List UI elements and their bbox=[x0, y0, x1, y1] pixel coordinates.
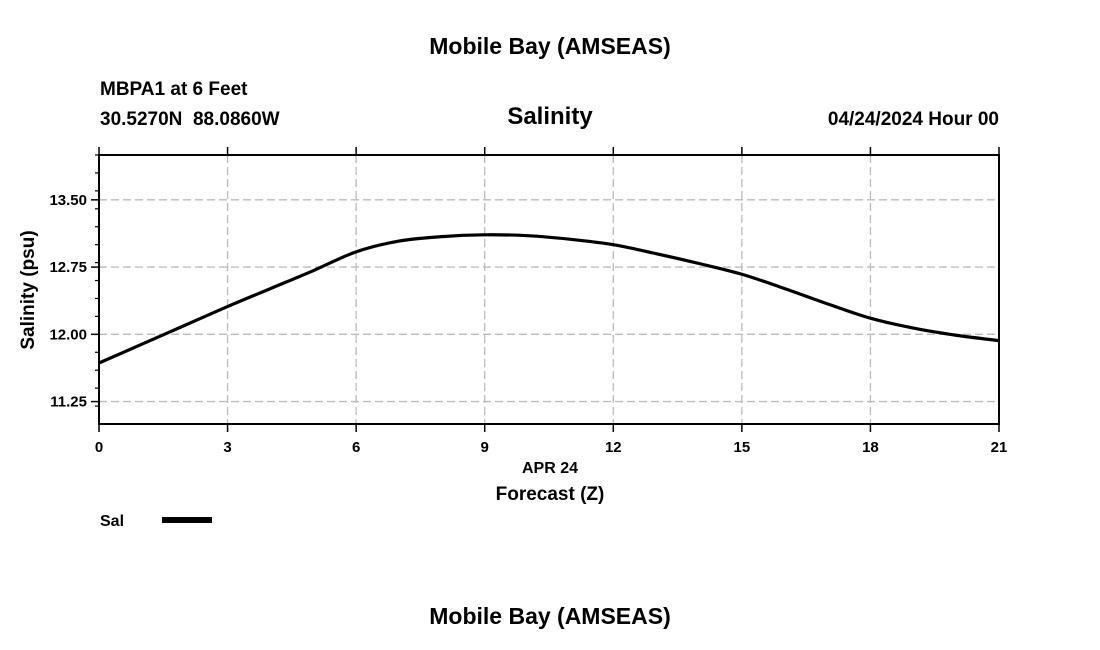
x-date-label: APR 24 bbox=[522, 460, 578, 477]
grid bbox=[99, 155, 999, 424]
x-tick-label: 0 bbox=[95, 439, 103, 456]
chart-subtitle: Salinity bbox=[507, 103, 593, 130]
x-axis-label: Forecast (Z) bbox=[496, 484, 605, 505]
x-tick-label: 21 bbox=[991, 439, 1008, 456]
y-tick-label: 13.50 bbox=[49, 192, 87, 209]
legend-label-sal: Sal bbox=[100, 513, 124, 530]
datetime-label: 04/24/2024 Hour 00 bbox=[828, 109, 999, 130]
x-tick-label: 3 bbox=[223, 439, 231, 456]
x-tick-label: 18 bbox=[862, 439, 879, 456]
coordinates-label: 30.5270N 88.0860W bbox=[100, 109, 280, 130]
y-tick-label: 12.00 bbox=[49, 326, 87, 343]
x-tick-label: 15 bbox=[734, 439, 751, 456]
x-tick-label: 12 bbox=[605, 439, 622, 456]
y-tick-label: 12.75 bbox=[49, 259, 87, 276]
plot-frame bbox=[98, 154, 1000, 425]
series-line-sal bbox=[98, 233, 1000, 365]
y-tick-label: 11.25 bbox=[50, 394, 87, 411]
station-label: MBPA1 at 6 Feet bbox=[100, 79, 248, 100]
axis-ticks: 0 3 6 9 12 15 18 21 11.25 12.00 12.75 13.50 bbox=[49, 147, 1007, 456]
y-axis-label: Salinity (psu) bbox=[18, 230, 39, 349]
x-tick-label: 9 bbox=[481, 439, 489, 456]
chart-title: Mobile Bay (AMSEAS) bbox=[429, 33, 671, 59]
x-tick-label: 6 bbox=[352, 439, 360, 456]
footer-title: Mobile Bay (AMSEAS) bbox=[429, 603, 671, 629]
